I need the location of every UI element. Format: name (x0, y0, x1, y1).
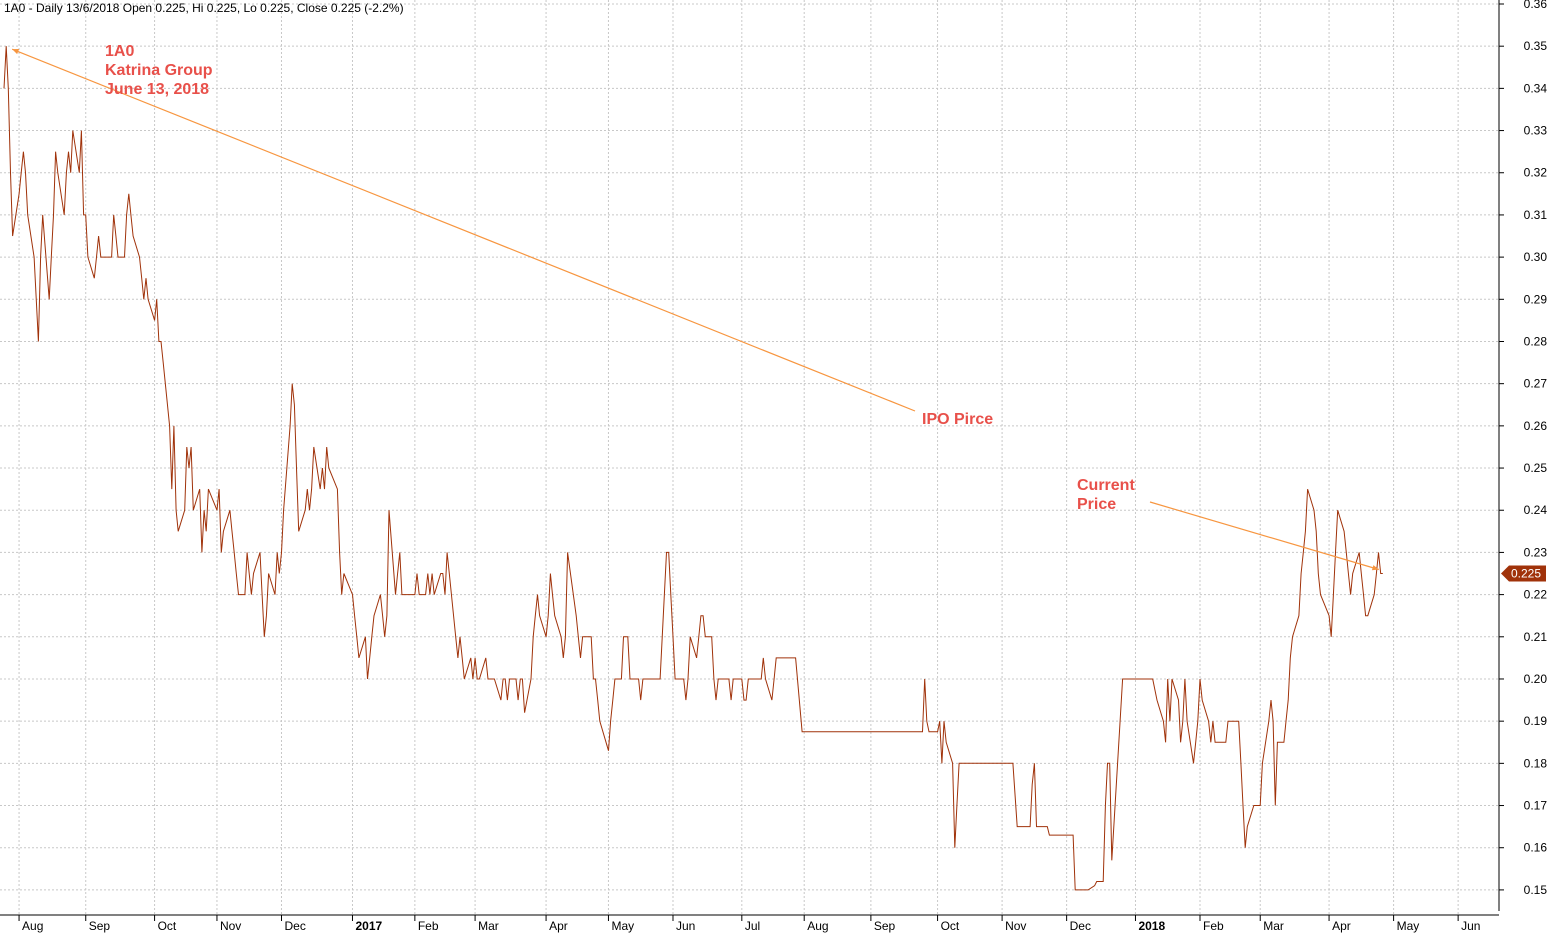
last-price-badge: 0.225 (1501, 565, 1546, 582)
y-tick-label: 0.34 (1524, 81, 1548, 95)
annotation-title-line-3: June 13, 2018 (105, 81, 209, 98)
x-tick-label: Sep (874, 919, 896, 933)
x-tick-label: Apr (1332, 919, 1351, 933)
y-axis: 0.15 0.16 0.17 0.18 0.19 0.20 0.21 0.22 0.23 0.24… (1498, 0, 1548, 911)
x-tick-label: Aug (807, 919, 828, 933)
x-tick-label: May (611, 919, 634, 933)
y-tick-label: 0.26 (1524, 419, 1548, 433)
y-tick-label: 0.20 (1524, 672, 1548, 686)
y-tick-label: 0.18 (1524, 756, 1548, 770)
grid-lines (0, 0, 1499, 915)
y-tick-label: 0.22 (1524, 588, 1548, 602)
last-price-label: 0.225 (1511, 567, 1541, 581)
x-tick-label: Mar (478, 919, 499, 933)
y-tick-label: 0.30 (1524, 250, 1548, 264)
x-tick-label: Jun (676, 919, 695, 933)
y-tick-label: 0.17 (1524, 799, 1548, 813)
x-tick-label: Oct (158, 919, 177, 933)
y-tick-label: 0.36 (1524, 0, 1548, 11)
current-price-arrow (1149, 501, 1380, 571)
ipo-price-arrow (11, 48, 916, 412)
y-tick-label: 0.25 (1524, 461, 1548, 475)
x-axis: Aug Sep Oct Nov Dec 2017 Feb Mar Apr May Jun Jul Aug… (0, 914, 1499, 933)
y-tick-label: 0.28 (1524, 334, 1548, 348)
y-tick-label: 0.29 (1524, 292, 1548, 306)
x-tick-label: Aug (22, 919, 43, 933)
y-tick-label: 0.35 (1524, 39, 1548, 53)
x-tick-label: Mar (1263, 919, 1284, 933)
y-tick-label: 0.23 (1524, 545, 1548, 559)
annotation-current-line-1: Current (1077, 477, 1135, 494)
y-tick-label: 0.31 (1524, 208, 1548, 222)
x-tick-label: Dec (1070, 919, 1091, 933)
annotation-title-line-2: Katrina Group (105, 62, 213, 79)
x-tick-label: 2017 (355, 919, 382, 933)
x-tick-label: Feb (418, 919, 439, 933)
x-tick-label: Dec (284, 919, 305, 933)
y-tick-label: 0.19 (1524, 714, 1548, 728)
annotation-arrows (11, 48, 1380, 571)
y-tick-label: 0.21 (1524, 630, 1548, 644)
y-tick-label: 0.24 (1524, 503, 1548, 517)
y-tick-label: 0.32 (1524, 166, 1548, 180)
last-price-badge-shape (1501, 565, 1546, 582)
ipo-price-arrow-head (12, 49, 20, 55)
y-tick-label: 0.27 (1524, 377, 1548, 391)
x-tick-label: May (1397, 919, 1420, 933)
x-tick-label: Jul (745, 919, 760, 933)
y-tick-label: 0.16 (1524, 841, 1548, 855)
price-series-line (3, 46, 1383, 891)
y-tick-label: 0.33 (1524, 124, 1548, 138)
annotation-ipo-price: IPO Pirce (922, 411, 993, 428)
annotation-current-line-2: Price (1077, 496, 1116, 513)
y-tick-label: 0.15 (1524, 883, 1548, 897)
annotation-title-line-1: 1A0 (105, 43, 134, 60)
x-tick-label: Feb (1203, 919, 1224, 933)
x-tick-label: Oct (941, 919, 960, 933)
x-tick-label: Sep (89, 919, 111, 933)
chart-header: 1A0 - Daily 13/6/2018 Open 0.225, Hi 0.2… (4, 1, 404, 15)
x-tick-label: Nov (220, 919, 241, 933)
x-tick-label: Jun (1461, 919, 1480, 933)
x-tick-label: Nov (1005, 919, 1026, 933)
x-tick-label: Apr (549, 919, 568, 933)
current-price-arrow-head (1371, 565, 1379, 571)
x-tick-label: 2018 (1138, 919, 1165, 933)
